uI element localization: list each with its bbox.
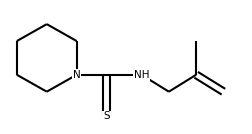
- Text: S: S: [103, 111, 110, 121]
- Text: NH: NH: [134, 70, 149, 80]
- Text: N: N: [73, 70, 81, 80]
